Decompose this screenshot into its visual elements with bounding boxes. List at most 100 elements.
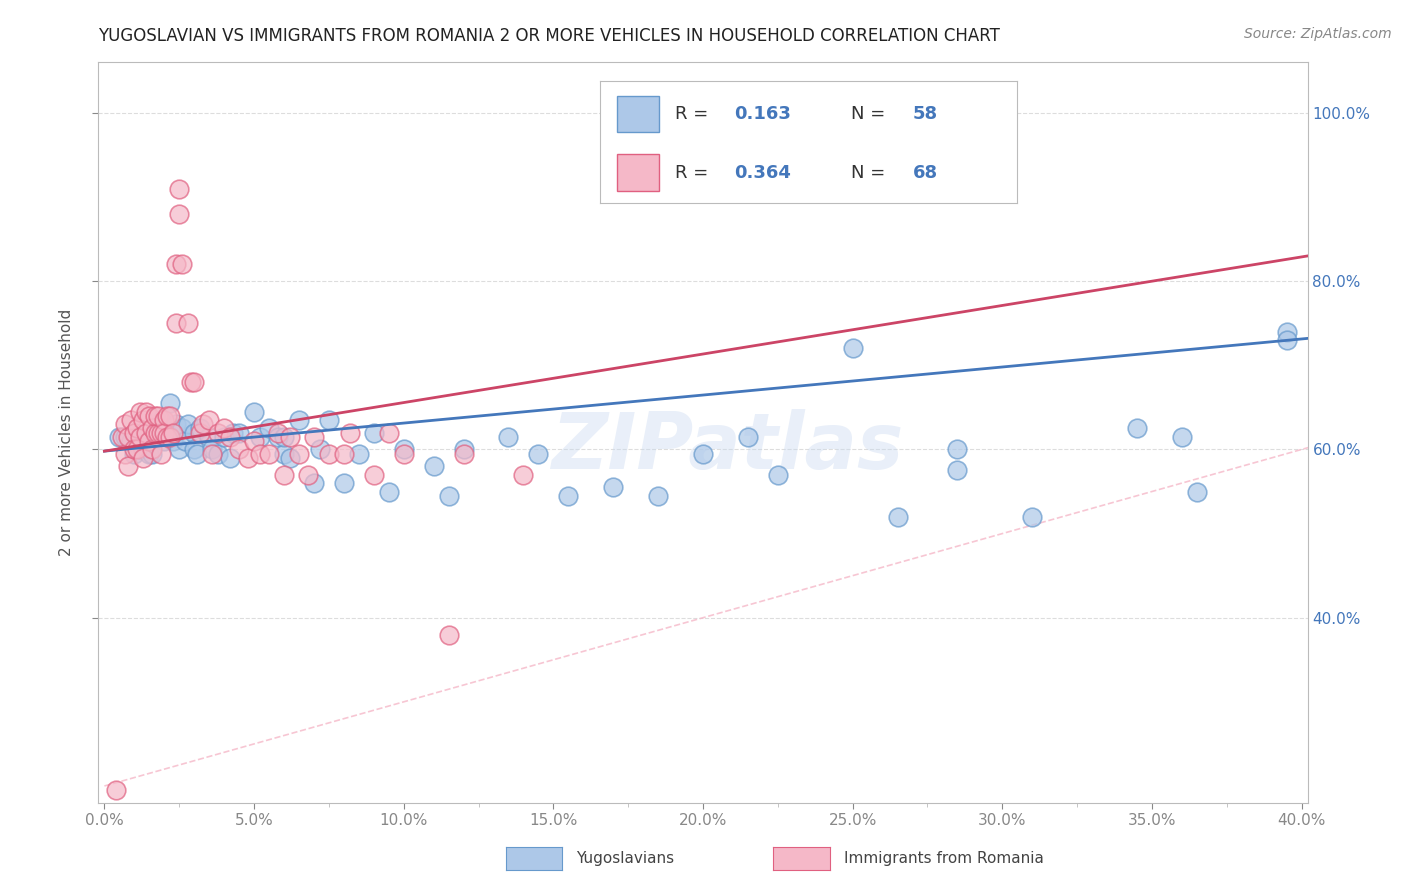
Point	[1171, 430, 1194, 444]
Point	[222, 425, 245, 440]
Y-axis label: 2 or more Vehicles in Household: 2 or more Vehicles in Household	[59, 309, 75, 557]
Point	[108, 430, 131, 444]
Point	[143, 430, 166, 444]
Point	[273, 447, 295, 461]
Point	[180, 375, 202, 389]
Point	[114, 417, 136, 432]
Point	[257, 421, 280, 435]
Point	[886, 509, 908, 524]
Point	[692, 447, 714, 461]
Point	[198, 413, 221, 427]
Point	[437, 627, 460, 641]
Point	[120, 413, 142, 427]
Point	[737, 430, 759, 444]
Point	[127, 442, 149, 457]
Point	[162, 425, 184, 440]
Point	[297, 467, 319, 482]
Point	[243, 434, 266, 448]
Point	[602, 480, 624, 494]
Point	[207, 447, 229, 461]
Point	[219, 430, 242, 444]
Point	[183, 425, 205, 440]
Point	[1275, 325, 1298, 339]
Point	[165, 417, 187, 432]
Point	[498, 430, 520, 444]
Point	[141, 442, 163, 457]
Point	[453, 447, 475, 461]
Point	[172, 257, 194, 271]
Point	[183, 442, 205, 457]
Point	[156, 409, 179, 423]
Point	[156, 425, 179, 440]
Point	[309, 442, 332, 457]
Point	[257, 447, 280, 461]
Point	[138, 430, 160, 444]
Point	[288, 447, 311, 461]
Point	[132, 413, 155, 427]
Point	[177, 316, 200, 330]
Point	[453, 442, 475, 457]
Point	[172, 421, 194, 435]
Point	[153, 434, 176, 448]
Point	[339, 425, 361, 440]
Point	[207, 425, 229, 440]
Point	[273, 430, 295, 444]
Point	[153, 425, 176, 440]
Point	[267, 430, 290, 444]
Point	[156, 430, 179, 444]
Point	[138, 409, 160, 423]
Point	[132, 430, 155, 444]
Point	[141, 447, 163, 461]
Point	[946, 463, 969, 477]
Point	[167, 181, 190, 195]
Point	[114, 430, 136, 444]
Point	[946, 442, 969, 457]
Point	[302, 430, 325, 444]
Point	[143, 409, 166, 423]
Point	[129, 430, 152, 444]
Point	[148, 430, 170, 444]
Point	[1126, 421, 1149, 435]
Point	[363, 425, 385, 440]
Point	[177, 417, 200, 432]
Point	[347, 447, 370, 461]
Point	[392, 442, 415, 457]
Point	[557, 489, 579, 503]
Text: ZIPatlas: ZIPatlas	[551, 409, 903, 485]
Point	[124, 447, 146, 461]
Point	[138, 447, 160, 461]
Point	[512, 467, 534, 482]
Point	[243, 404, 266, 418]
Point	[141, 421, 163, 435]
Point	[143, 425, 166, 440]
Point	[111, 430, 134, 444]
Text: Immigrants from Romania: Immigrants from Romania	[844, 852, 1043, 866]
Point	[129, 430, 152, 444]
Point	[186, 447, 208, 461]
Point	[114, 447, 136, 461]
Point	[153, 413, 176, 427]
Point	[150, 447, 173, 461]
Point	[392, 447, 415, 461]
Point	[228, 425, 250, 440]
Point	[647, 489, 669, 503]
Point	[228, 442, 250, 457]
Point	[318, 413, 340, 427]
Point	[527, 447, 550, 461]
Text: Yugoslavians: Yugoslavians	[576, 852, 675, 866]
Point	[174, 434, 197, 448]
Point	[132, 450, 155, 465]
Point	[159, 409, 181, 423]
Point	[267, 425, 290, 440]
Point	[105, 783, 128, 797]
Point	[193, 417, 215, 432]
Point	[135, 404, 157, 418]
Text: Source: ZipAtlas.com: Source: ZipAtlas.com	[1244, 27, 1392, 41]
Point	[167, 442, 190, 457]
Point	[138, 434, 160, 448]
Point	[302, 476, 325, 491]
Point	[150, 413, 173, 427]
Point	[127, 421, 149, 435]
Point	[129, 404, 152, 418]
Point	[377, 484, 399, 499]
